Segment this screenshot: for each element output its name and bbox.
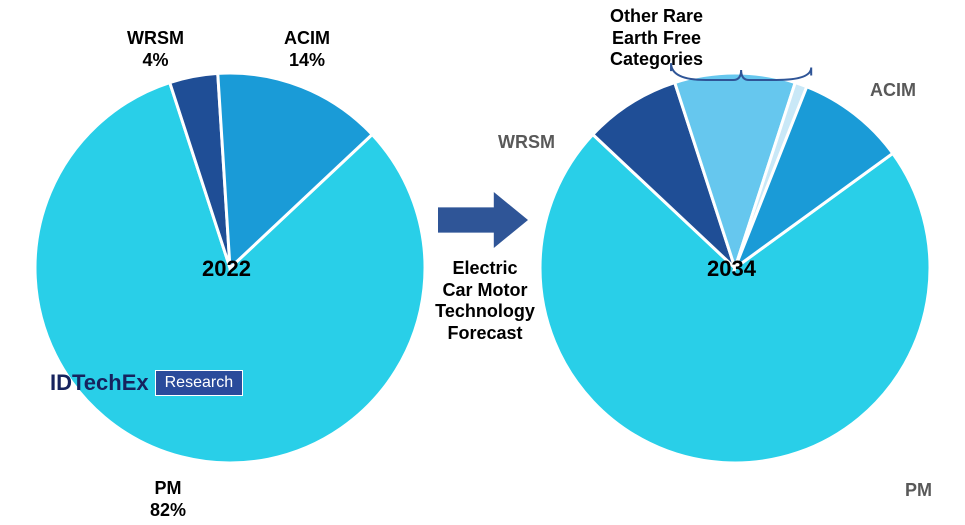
idtechex-logo: IDTechEx Research <box>50 370 243 396</box>
chart-stage: 2022 2034 PM 82% WRSM 4% ACIM 14% PM WRS… <box>0 0 965 525</box>
logo-text-idtechex: IDTechEx <box>50 370 149 396</box>
bracket-icon <box>0 0 965 525</box>
logo-text-research: Research <box>155 370 243 396</box>
